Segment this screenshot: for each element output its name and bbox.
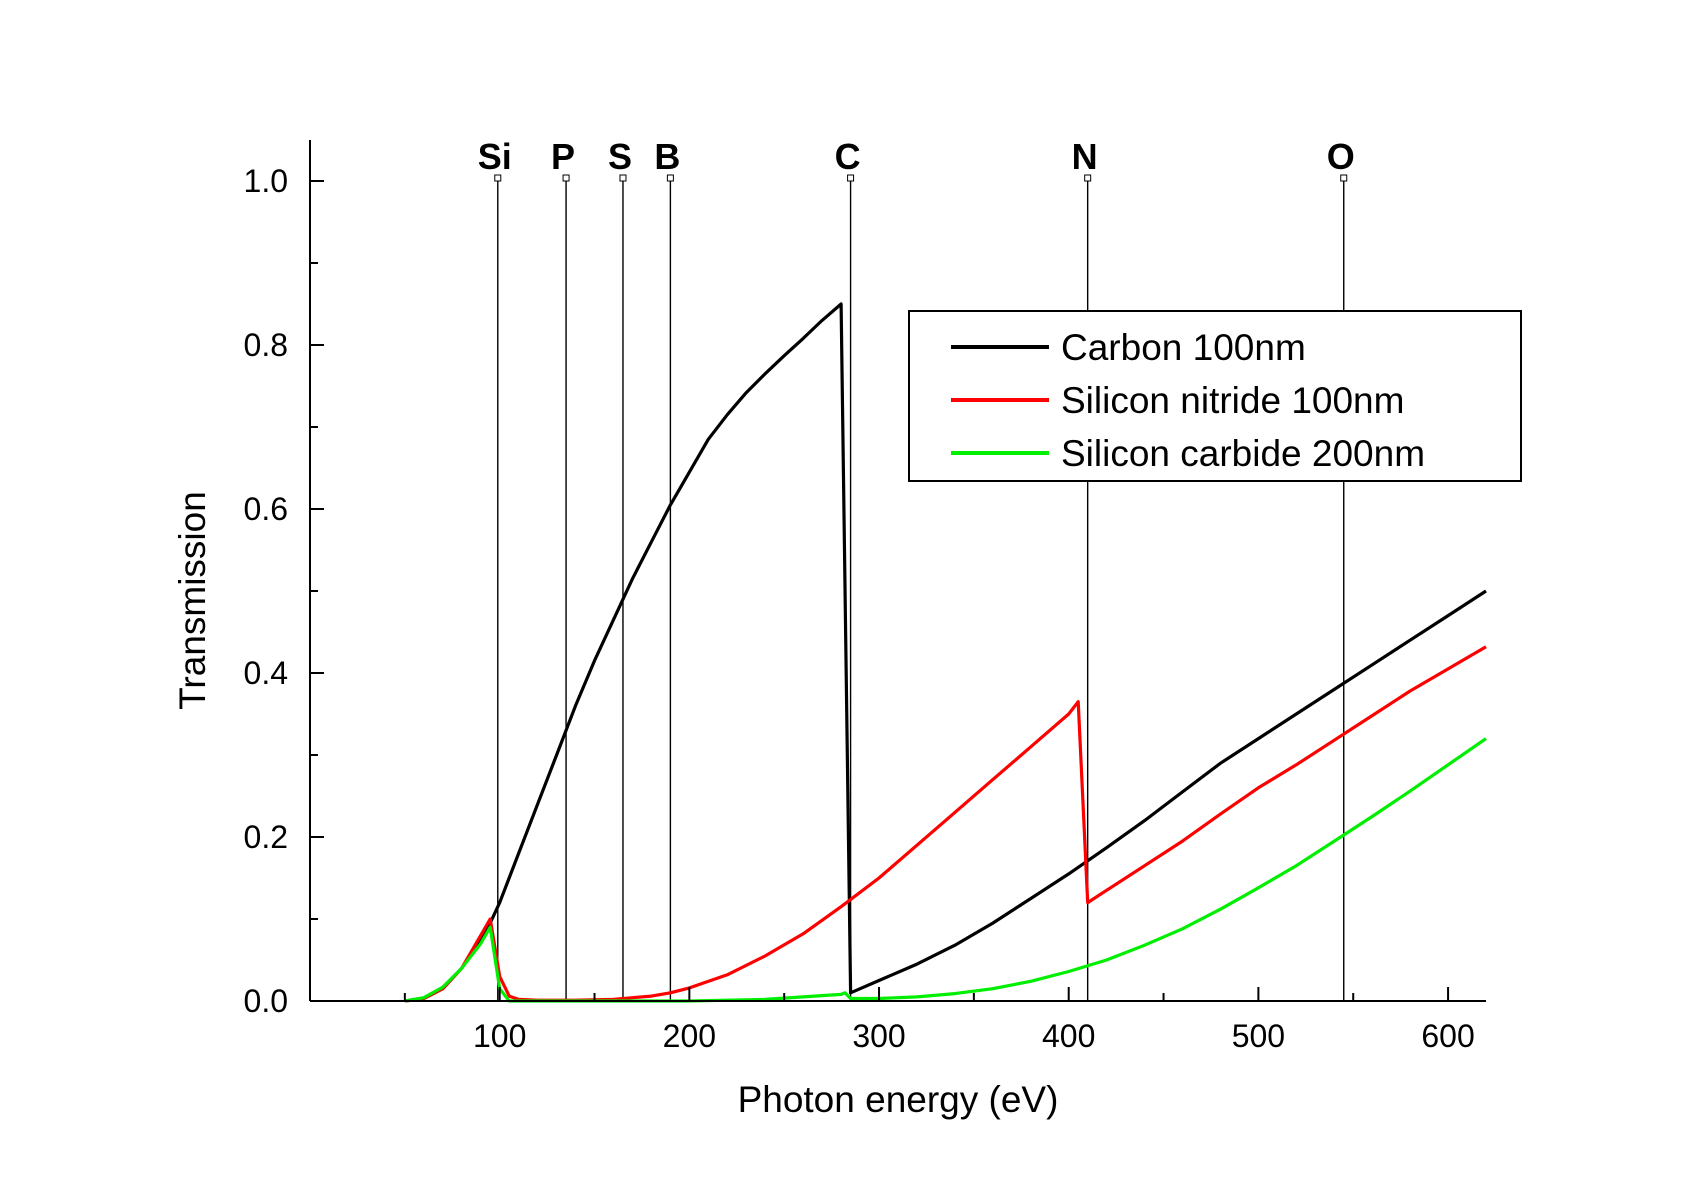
x-tick-label: 300 [852, 1018, 905, 1054]
legend-entry-2: Silicon nitride 100nm [1061, 380, 1404, 421]
y-tick-label: 0.8 [244, 327, 288, 363]
edge-marker [562, 174, 570, 182]
axes: 0.0 0.2 0.4 0.6 0.8 1.0 100 200 300 400 500 600 [244, 140, 1486, 1054]
edge-marker [1084, 174, 1092, 182]
edge-label: Si [478, 136, 512, 177]
series-line-1 [404, 302, 1487, 1003]
y-tick-label: 0.4 [244, 655, 288, 691]
series-line-2 [404, 645, 1487, 1003]
x-tick-label: 100 [473, 1018, 526, 1054]
y-tick-label: 0.2 [244, 819, 288, 855]
legend-entry-3: Silicon carbide 200nm [1061, 433, 1425, 474]
x-axis-title: Photon energy (eV) [738, 1079, 1059, 1120]
edge-marker [847, 174, 855, 182]
edge-label: N [1072, 136, 1098, 177]
edge-marker [1340, 174, 1348, 182]
y-axis-title: Transmission [172, 491, 213, 710]
series-line-3 [404, 737, 1487, 1003]
x-tick-label: 600 [1421, 1018, 1474, 1054]
legend: Carbon 100nm Silicon nitride 100nm Silicon… [908, 310, 1522, 482]
edge-label: O [1327, 136, 1355, 177]
edge-label: B [654, 136, 680, 177]
x-tick-label: 200 [663, 1018, 716, 1054]
edge-label: S [608, 136, 632, 177]
edge-label: C [835, 136, 861, 177]
y-tick-label: 1.0 [244, 163, 288, 199]
absorption-edge-lines: Si P S B C N O [478, 136, 1355, 1001]
edge-label: P [551, 136, 575, 177]
edge-marker [666, 174, 674, 182]
y-tick-label: 0.0 [244, 983, 288, 1019]
edge-marker [619, 174, 627, 182]
x-tick-label: 400 [1042, 1018, 1095, 1054]
x-tick-label: 500 [1232, 1018, 1285, 1054]
edge-marker [494, 174, 502, 182]
y-tick-label: 0.6 [244, 491, 288, 527]
legend-entry-1: Carbon 100nm [1061, 327, 1306, 368]
